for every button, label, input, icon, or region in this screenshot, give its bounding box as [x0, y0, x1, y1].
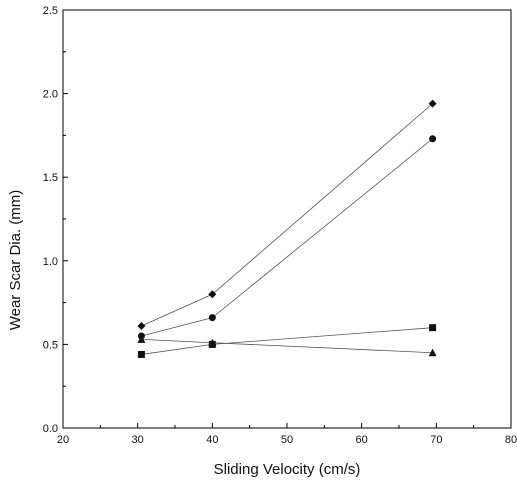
diamond-point [428, 99, 437, 108]
x-tick-label: 60 [356, 434, 368, 446]
diamond-point [137, 322, 146, 331]
square-point [429, 324, 437, 332]
triangle-point [137, 335, 146, 343]
triangle-point [208, 338, 217, 347]
series-line [141, 338, 433, 354]
circle-point [429, 135, 437, 143]
triangle-point [428, 348, 437, 357]
y-tick-label: 1.5 [43, 172, 58, 184]
y-tick-label: 0.5 [43, 339, 58, 351]
x-tick-label: 50 [281, 434, 293, 446]
series-line [141, 103, 433, 327]
series-circle [137, 135, 437, 340]
series-diamond [137, 99, 437, 331]
x-axis-title: Sliding Velocity (cm/s) [214, 461, 361, 478]
x-tick-label: 20 [57, 434, 69, 446]
series-layer [137, 99, 437, 358]
x-tick-label: 70 [430, 434, 442, 446]
x-tick-label: 40 [206, 434, 218, 446]
square-point [137, 350, 145, 358]
x-tick-label: 80 [505, 434, 517, 446]
circle-point [208, 314, 216, 322]
y-tick-label: 0.0 [43, 423, 58, 435]
y-tick-label: 1.0 [43, 256, 58, 268]
x-axis: 20 30 40 50 60 70 80 [57, 423, 517, 446]
plot-border [62, 9, 512, 429]
series-triangle [137, 335, 437, 357]
diamond-point [208, 290, 217, 299]
y-axis-title: Wear Scar Dia. (mm) [7, 190, 24, 331]
y-tick-label: 2.0 [43, 89, 58, 101]
plot-frame [62, 9, 512, 429]
x-tick-label: 30 [132, 434, 144, 446]
y-tick-label: 2.5 [43, 5, 58, 17]
y-axis: 0.0 0.5 1.0 1.5 2.0 2.5 [43, 5, 68, 435]
